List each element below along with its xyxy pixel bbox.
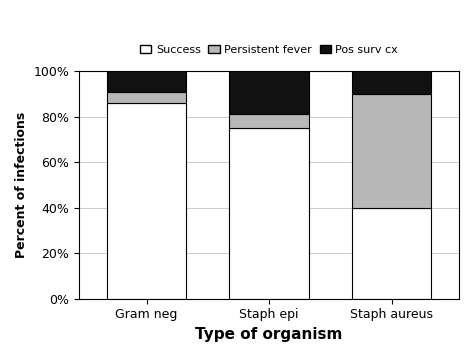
Bar [352,94,431,208]
Bar [229,115,309,128]
Bar [352,208,431,299]
X-axis label: Type of organism: Type of organism [195,327,343,342]
Bar [107,71,186,92]
Bar [229,71,309,115]
Bar [107,92,186,103]
Bar [352,71,431,94]
Legend: Success, Persistent fever, Pos surv cx: Success, Persistent fever, Pos surv cx [136,40,402,59]
Bar [229,128,309,299]
Bar [107,103,186,299]
Y-axis label: Percent of infections: Percent of infections [15,112,28,258]
